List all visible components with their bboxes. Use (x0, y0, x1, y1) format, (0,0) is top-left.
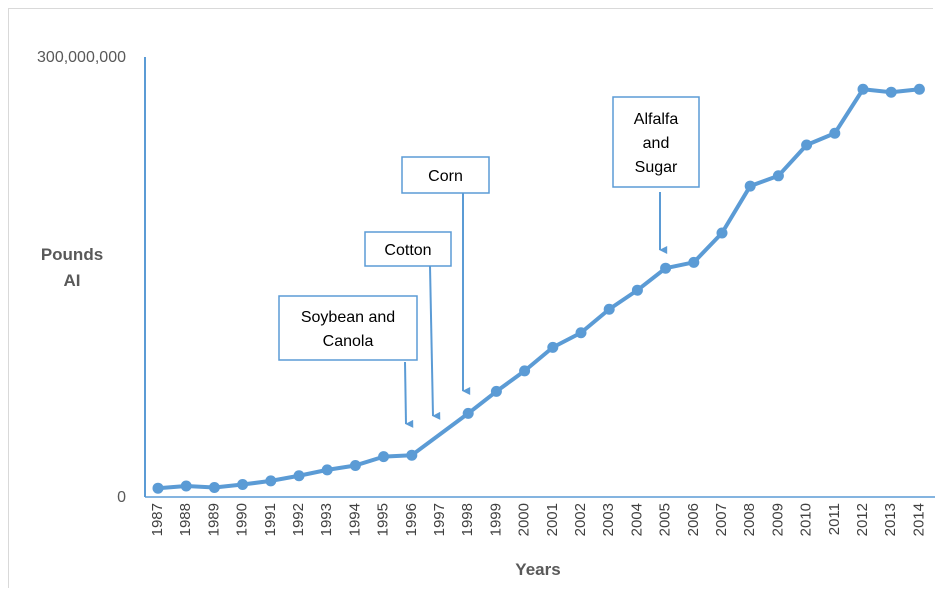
x-tick-label-1999: 1999 (487, 503, 504, 536)
x-tick-label-2003: 2003 (600, 503, 617, 536)
x-tick-label-2005: 2005 (657, 503, 674, 536)
x-tick-label-2010: 2010 (798, 503, 815, 536)
x-tick-label-1991: 1991 (262, 503, 279, 536)
callout-text-line: Corn (428, 168, 463, 185)
callout-text-line: Alfalfa (634, 111, 679, 128)
x-tick-label-1992: 1992 (290, 503, 307, 536)
x-axis-title: Years (515, 560, 560, 579)
data-point-1989 (208, 481, 220, 493)
callout-arrow (404, 361, 414, 428)
callout-arrow (429, 265, 441, 420)
data-point-2003 (603, 303, 615, 315)
x-tick-label-2009: 2009 (769, 503, 786, 536)
callout-1998: Corn (401, 156, 490, 395)
data-point-2013 (885, 86, 897, 98)
x-tick-label-1989: 1989 (205, 503, 222, 536)
callout-text-line: and (643, 135, 670, 152)
x-tick-label-1997: 1997 (431, 503, 448, 536)
data-point-2002 (575, 327, 587, 339)
data-point-2011 (829, 127, 841, 139)
x-tick-label-1994: 1994 (346, 503, 363, 536)
callout-box (401, 156, 490, 194)
x-tick-label-2000: 2000 (516, 503, 533, 536)
y-tick-label-max: 300,000,000 (37, 49, 126, 66)
x-tick-label-2013: 2013 (882, 503, 899, 536)
callout-text-line: Canola (323, 333, 374, 350)
callout-box (278, 295, 418, 361)
data-point-2004 (631, 284, 643, 296)
data-point-1991 (265, 475, 277, 487)
x-tick-label-2002: 2002 (572, 503, 589, 536)
x-tick-label-1996: 1996 (403, 503, 420, 536)
callout-box (612, 96, 700, 188)
data-point-1987 (152, 482, 164, 494)
callout-1997: Cotton (364, 231, 452, 420)
series-layer (152, 83, 925, 494)
data-point-2007 (716, 227, 728, 239)
x-tick-label-2006: 2006 (685, 503, 702, 536)
data-point-1996 (406, 449, 418, 461)
data-point-2014 (913, 83, 925, 95)
x-tick-label-2001: 2001 (544, 503, 561, 536)
data-point-2006 (688, 256, 700, 268)
callout-text-line: Sugar (635, 159, 678, 176)
x-tick-label-1993: 1993 (318, 503, 335, 536)
x-tick-label-2008: 2008 (741, 503, 758, 536)
x-tick-label-2014: 2014 (910, 503, 927, 536)
data-point-1995 (378, 451, 390, 463)
data-point-2000 (519, 365, 531, 377)
x-tick-label-2004: 2004 (628, 503, 645, 536)
y-tick-label-zero: 0 (117, 489, 126, 506)
y-axis-title-line-1: Pounds (41, 245, 103, 264)
data-point-1993 (321, 464, 333, 476)
callout-1996: Soybean and Canola (278, 295, 418, 428)
data-point-1990 (237, 479, 249, 491)
x-tick-label-2012: 2012 (854, 503, 871, 536)
x-tick-labels: 1987 1988 1989 1990 1991 1992 1993 1994 1995 1996… (149, 503, 927, 536)
x-tick-label-2007: 2007 (713, 503, 730, 536)
data-point-2008 (744, 180, 756, 192)
data-point-1992 (293, 470, 305, 482)
data-point-2009 (772, 170, 784, 182)
y-axis-title-line-2: AI (64, 271, 81, 290)
data-point-1998 (462, 407, 474, 419)
callouts: Soybean and Canola Cotton Corn Alfalfa and Sug… (278, 96, 700, 428)
data-point-2005 (660, 262, 672, 274)
data-point-2001 (547, 341, 559, 353)
x-tick-label-1998: 1998 (459, 503, 476, 536)
data-point-2010 (801, 139, 813, 151)
callout-text-line: Soybean and (301, 309, 395, 326)
x-tick-label-1990: 1990 (234, 503, 251, 536)
data-point-2012 (857, 83, 869, 95)
data-point-1999 (490, 385, 502, 397)
data-point-1988 (180, 480, 192, 492)
chart-frame (8, 8, 933, 588)
x-tick-label-1995: 1995 (375, 503, 392, 536)
x-tick-label-2011: 2011 (826, 503, 843, 535)
x-tick-label-1988: 1988 (177, 503, 194, 536)
callout-box (364, 231, 452, 267)
x-tick-label-1987: 1987 (149, 503, 166, 536)
callout-2005: Alfalfa and Sugar (612, 96, 700, 254)
data-point-1994 (349, 459, 361, 471)
callout-text-line: Cotton (384, 242, 431, 259)
